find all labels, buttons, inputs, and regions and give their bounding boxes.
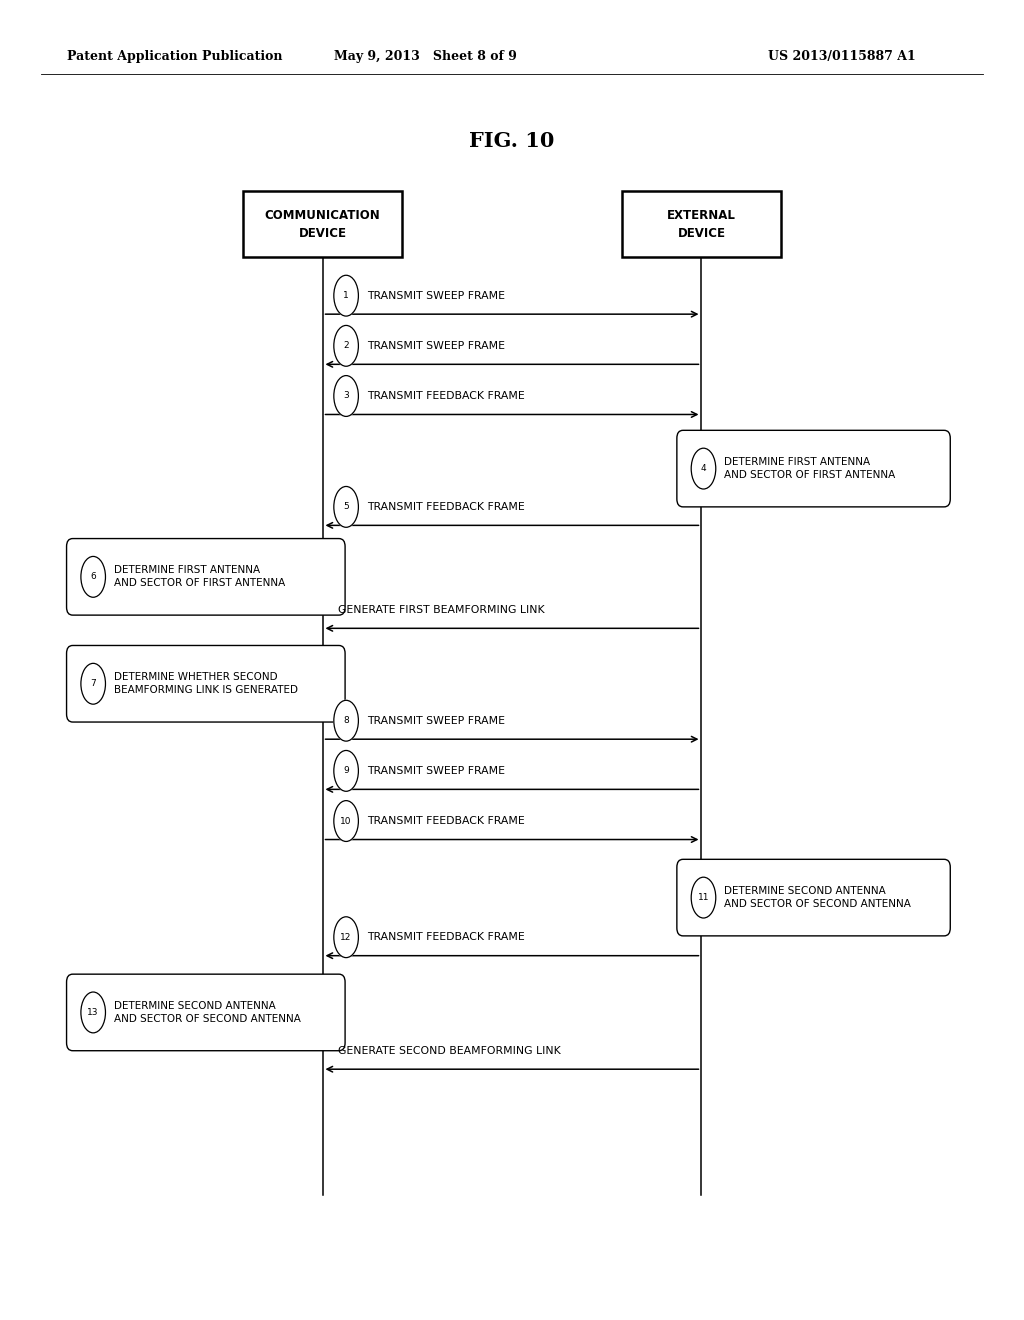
Ellipse shape: [334, 276, 358, 315]
Ellipse shape: [691, 449, 716, 488]
Text: TRANSMIT SWEEP FRAME: TRANSMIT SWEEP FRAME: [367, 290, 505, 301]
FancyBboxPatch shape: [67, 645, 345, 722]
Text: 3: 3: [343, 392, 349, 400]
Text: 7: 7: [90, 680, 96, 688]
Text: TRANSMIT SWEEP FRAME: TRANSMIT SWEEP FRAME: [367, 341, 505, 351]
Ellipse shape: [81, 557, 105, 597]
Ellipse shape: [81, 993, 105, 1032]
Text: DETERMINE WHETHER SECOND
BEAMFORMING LINK IS GENERATED: DETERMINE WHETHER SECOND BEAMFORMING LIN…: [114, 672, 298, 696]
Text: 4: 4: [700, 465, 707, 473]
Text: 10: 10: [340, 817, 352, 825]
Text: TRANSMIT SWEEP FRAME: TRANSMIT SWEEP FRAME: [367, 766, 505, 776]
Text: DETERMINE SECOND ANTENNA
AND SECTOR OF SECOND ANTENNA: DETERMINE SECOND ANTENNA AND SECTOR OF S…: [724, 886, 910, 909]
Ellipse shape: [334, 487, 358, 527]
Ellipse shape: [691, 878, 716, 917]
Text: DETERMINE FIRST ANTENNA
AND SECTOR OF FIRST ANTENNA: DETERMINE FIRST ANTENNA AND SECTOR OF FI…: [724, 457, 895, 480]
FancyBboxPatch shape: [677, 430, 950, 507]
Text: US 2013/0115887 A1: US 2013/0115887 A1: [768, 50, 915, 63]
Text: 2: 2: [343, 342, 349, 350]
Text: 11: 11: [697, 894, 710, 902]
Text: 9: 9: [343, 767, 349, 775]
Text: COMMUNICATION
DEVICE: COMMUNICATION DEVICE: [264, 209, 381, 240]
Text: 6: 6: [90, 573, 96, 581]
Text: GENERATE FIRST BEAMFORMING LINK: GENERATE FIRST BEAMFORMING LINK: [338, 605, 545, 615]
Text: TRANSMIT FEEDBACK FRAME: TRANSMIT FEEDBACK FRAME: [367, 816, 524, 826]
Text: DETERMINE FIRST ANTENNA
AND SECTOR OF FIRST ANTENNA: DETERMINE FIRST ANTENNA AND SECTOR OF FI…: [114, 565, 285, 589]
Ellipse shape: [334, 701, 358, 741]
FancyBboxPatch shape: [244, 191, 401, 257]
Ellipse shape: [334, 917, 358, 957]
Text: EXTERNAL
DEVICE: EXTERNAL DEVICE: [667, 209, 736, 240]
Text: FIG. 10: FIG. 10: [469, 131, 555, 152]
Text: May 9, 2013   Sheet 8 of 9: May 9, 2013 Sheet 8 of 9: [334, 50, 516, 63]
Ellipse shape: [334, 801, 358, 841]
Ellipse shape: [334, 376, 358, 416]
FancyBboxPatch shape: [677, 859, 950, 936]
Text: 13: 13: [87, 1008, 99, 1016]
Text: Patent Application Publication: Patent Application Publication: [67, 50, 282, 63]
Text: 8: 8: [343, 717, 349, 725]
Text: DETERMINE SECOND ANTENNA
AND SECTOR OF SECOND ANTENNA: DETERMINE SECOND ANTENNA AND SECTOR OF S…: [114, 1001, 300, 1024]
Text: GENERATE SECOND BEAMFORMING LINK: GENERATE SECOND BEAMFORMING LINK: [338, 1045, 561, 1056]
Text: 1: 1: [343, 292, 349, 300]
Ellipse shape: [81, 664, 105, 704]
Ellipse shape: [334, 751, 358, 791]
FancyBboxPatch shape: [67, 539, 345, 615]
Text: TRANSMIT FEEDBACK FRAME: TRANSMIT FEEDBACK FRAME: [367, 502, 524, 512]
Text: 5: 5: [343, 503, 349, 511]
FancyBboxPatch shape: [67, 974, 345, 1051]
Text: TRANSMIT SWEEP FRAME: TRANSMIT SWEEP FRAME: [367, 715, 505, 726]
Text: TRANSMIT FEEDBACK FRAME: TRANSMIT FEEDBACK FRAME: [367, 391, 524, 401]
FancyBboxPatch shape: [623, 191, 781, 257]
Text: TRANSMIT FEEDBACK FRAME: TRANSMIT FEEDBACK FRAME: [367, 932, 524, 942]
Ellipse shape: [334, 326, 358, 366]
Text: 12: 12: [340, 933, 352, 941]
